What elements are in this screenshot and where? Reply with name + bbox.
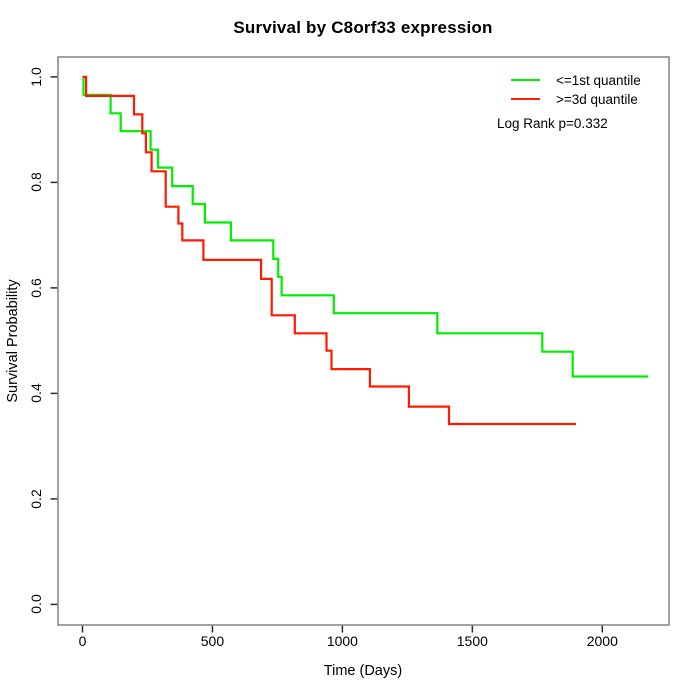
x-tick-label: 2000 [586,633,618,649]
y-tick-label: 0.2 [28,489,44,509]
y-tick-label: 0.0 [28,594,44,615]
x-axis-title: Time (Days) [323,663,403,679]
legend-label-third-quantile: >=3d quantile [556,92,638,107]
plot-frame [57,56,670,626]
x-tick-label: 500 [200,633,225,649]
y-tick-label: 0.6 [28,278,44,298]
x-tick-label: 1500 [456,633,488,649]
legend-label-first-quantile: <=1st quantile [556,73,641,88]
km-curve-third-quantile [82,75,577,426]
y-axis-title: Survival Probability [5,279,21,403]
km-curve-first-quantile [82,75,649,378]
x-tick-label: 1000 [326,633,358,649]
legend-line-red [511,98,540,100]
chart-title: Survival by C8orf33 expression [233,18,493,37]
legend-line-green [511,79,540,81]
y-tick-label: 0.8 [28,172,44,193]
log-rank-annotation: Log Rank p=0.332 [497,116,608,131]
y-tick-label: 0.4 [28,383,44,404]
x-tick-label: 0 [78,633,87,649]
y-tick-label: 1.0 [28,67,44,87]
